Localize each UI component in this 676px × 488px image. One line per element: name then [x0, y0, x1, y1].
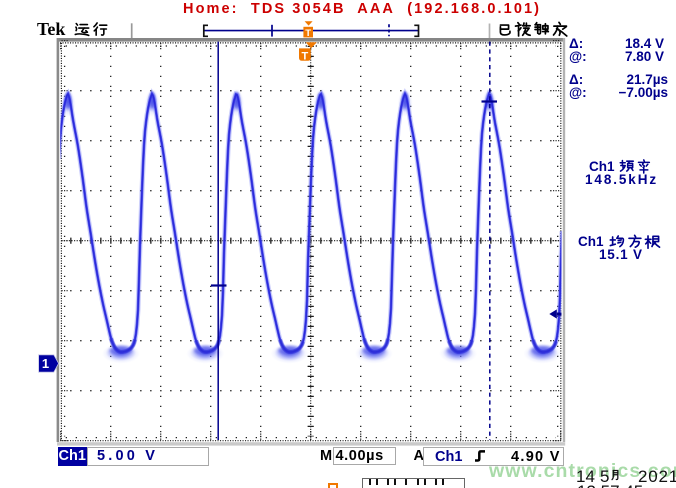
svg-text:T: T	[302, 51, 309, 63]
svg-text:T: T	[305, 28, 311, 39]
svg-text:1: 1	[42, 356, 49, 371]
